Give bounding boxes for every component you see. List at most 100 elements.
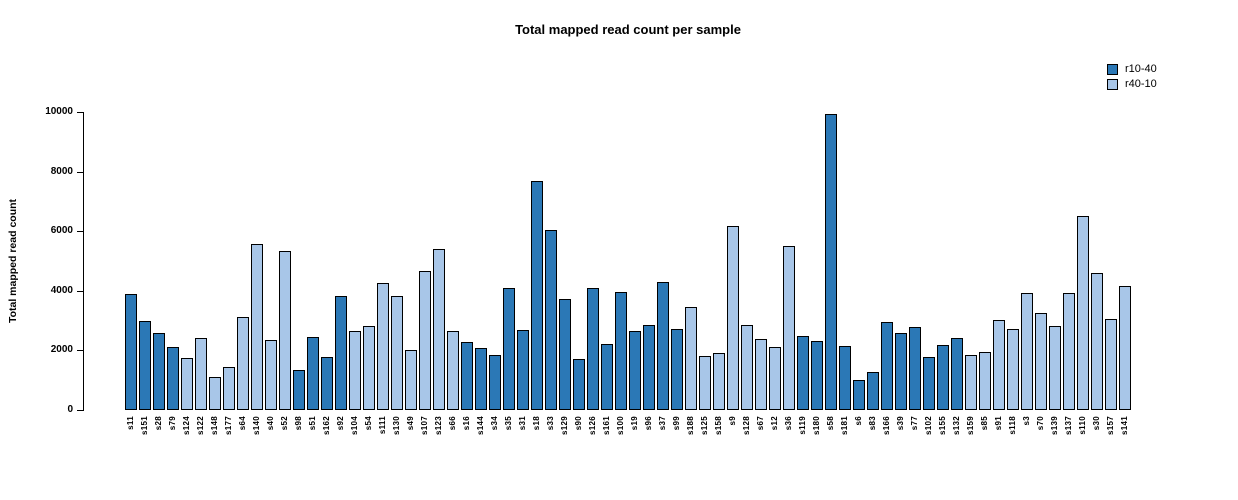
bar-s18 bbox=[531, 181, 543, 410]
x-tick-label-s125: s125 bbox=[700, 416, 709, 435]
bar-s52 bbox=[279, 250, 291, 410]
x-tick-label-s104: s104 bbox=[350, 416, 359, 435]
x-tick-label-s64: s64 bbox=[238, 416, 247, 431]
x-tick-label-s144: s144 bbox=[476, 416, 485, 435]
bar-s137 bbox=[1063, 293, 1075, 410]
legend-item-r10-40: r10-40 bbox=[1107, 62, 1157, 77]
bar-s31 bbox=[517, 330, 529, 410]
bar-s40 bbox=[265, 339, 277, 410]
x-tick-label-s11: s11 bbox=[126, 416, 135, 430]
bar-s177 bbox=[223, 366, 235, 410]
x-tick-label-s122: s122 bbox=[196, 416, 205, 435]
y-tick-mark bbox=[77, 290, 83, 292]
x-tick-label-s96: s96 bbox=[644, 416, 653, 431]
x-tick-label-s54: s54 bbox=[364, 416, 373, 431]
legend: r10-40 r40-10 bbox=[1107, 62, 1157, 92]
x-tick-label-s166: s166 bbox=[882, 416, 891, 435]
bar-s119 bbox=[797, 336, 809, 410]
bar-s19 bbox=[629, 331, 641, 410]
bar-s110 bbox=[1077, 216, 1089, 410]
x-tick-label-s37: s37 bbox=[658, 416, 667, 431]
bar-s148 bbox=[209, 376, 221, 410]
bar-s54 bbox=[363, 325, 375, 410]
bar-s151 bbox=[139, 320, 151, 410]
x-tick-label-s70: s70 bbox=[1036, 416, 1045, 431]
bar-s130 bbox=[391, 296, 403, 410]
x-tick-label-s140: s140 bbox=[252, 416, 261, 435]
bar-s35 bbox=[503, 288, 515, 410]
bar-s180 bbox=[811, 340, 823, 410]
bar-s36 bbox=[783, 246, 795, 410]
x-tick-label-s9: s9 bbox=[728, 416, 737, 426]
x-tick-label-s128: s128 bbox=[742, 416, 751, 435]
x-tick-label-s66: s66 bbox=[448, 416, 457, 431]
bar-s66 bbox=[447, 331, 459, 410]
y-axis-title: Total mapped read count bbox=[7, 198, 19, 324]
bar-s39 bbox=[895, 332, 907, 410]
x-tick-label-s18: s18 bbox=[532, 416, 541, 431]
y-axis-line bbox=[83, 112, 84, 411]
bar-s6 bbox=[853, 380, 865, 410]
x-tick-label-s148: s148 bbox=[210, 416, 219, 435]
x-tick-label-s158: s158 bbox=[714, 416, 723, 435]
x-tick-label-s159: s159 bbox=[966, 416, 975, 435]
x-tick-label-s129: s129 bbox=[560, 416, 569, 435]
chart-title: Total mapped read count per sample bbox=[515, 22, 741, 37]
bar-s37 bbox=[657, 281, 669, 410]
x-tick-label-s28: s28 bbox=[154, 416, 163, 431]
x-tick-label-s111: s111 bbox=[378, 416, 387, 435]
x-tick-label-s98: s98 bbox=[294, 416, 303, 431]
bar-s162 bbox=[321, 356, 333, 410]
legend-label: r10-40 bbox=[1125, 63, 1157, 75]
bar-s92 bbox=[335, 295, 347, 410]
x-tick-label-s137: s137 bbox=[1064, 416, 1073, 435]
bar-s126 bbox=[587, 287, 599, 410]
legend-item-r40-10: r40-10 bbox=[1107, 77, 1157, 92]
bar-s139 bbox=[1049, 325, 1061, 410]
x-tick-label-s118: s118 bbox=[1008, 416, 1017, 435]
y-tick-label: 2000 bbox=[50, 344, 73, 356]
x-tick-label-s33: s33 bbox=[546, 416, 555, 431]
bar-s166 bbox=[881, 321, 893, 410]
y-tick-label: 10000 bbox=[45, 106, 73, 117]
bar-s161 bbox=[601, 343, 613, 410]
x-tick-label-s85: s85 bbox=[980, 416, 989, 431]
x-tick-label-s181: s181 bbox=[840, 416, 849, 435]
x-tick-label-s39: s39 bbox=[896, 416, 905, 431]
y-tick-label: 6000 bbox=[50, 225, 73, 237]
legend-swatch-dark-blue bbox=[1107, 64, 1118, 75]
bar-s12 bbox=[769, 347, 781, 410]
bar-s181 bbox=[839, 345, 851, 410]
bar-s3 bbox=[1021, 292, 1033, 410]
x-tick-label-s3: s3 bbox=[1022, 416, 1031, 426]
bar-s124 bbox=[181, 358, 193, 410]
x-tick-label-s83: s83 bbox=[868, 416, 877, 431]
bar-s102 bbox=[923, 357, 935, 410]
x-tick-label-s162: s162 bbox=[322, 416, 331, 435]
x-tick-label-s110: s110 bbox=[1078, 416, 1087, 435]
y-tick-label: 4000 bbox=[50, 284, 73, 296]
x-tick-label-s36: s36 bbox=[784, 416, 793, 431]
x-tick-label-s102: s102 bbox=[924, 416, 933, 435]
x-tick-label-s141: s141 bbox=[1120, 416, 1129, 435]
bar-s157 bbox=[1105, 319, 1117, 410]
bar-s128 bbox=[741, 325, 753, 410]
bar-s77 bbox=[909, 326, 921, 410]
bar-s118 bbox=[1007, 328, 1019, 410]
x-tick-label-s151: s151 bbox=[140, 416, 149, 435]
bar-s96 bbox=[643, 325, 655, 410]
legend-swatch-light-blue bbox=[1107, 79, 1118, 90]
x-tick-label-s177: s177 bbox=[224, 416, 233, 435]
bar-s64 bbox=[237, 316, 249, 410]
bar-s16 bbox=[461, 341, 473, 410]
bar-s123 bbox=[433, 249, 445, 410]
x-tick-label-s49: s49 bbox=[406, 416, 415, 431]
x-tick-label-s180: s180 bbox=[812, 416, 821, 435]
x-tick-label-s67: s67 bbox=[756, 416, 765, 431]
y-tick-mark bbox=[77, 231, 83, 233]
bar-s34 bbox=[489, 355, 501, 410]
x-tick-label-s12: s12 bbox=[770, 416, 779, 431]
y-tick-mark bbox=[77, 112, 83, 113]
bar-s100 bbox=[615, 292, 627, 410]
